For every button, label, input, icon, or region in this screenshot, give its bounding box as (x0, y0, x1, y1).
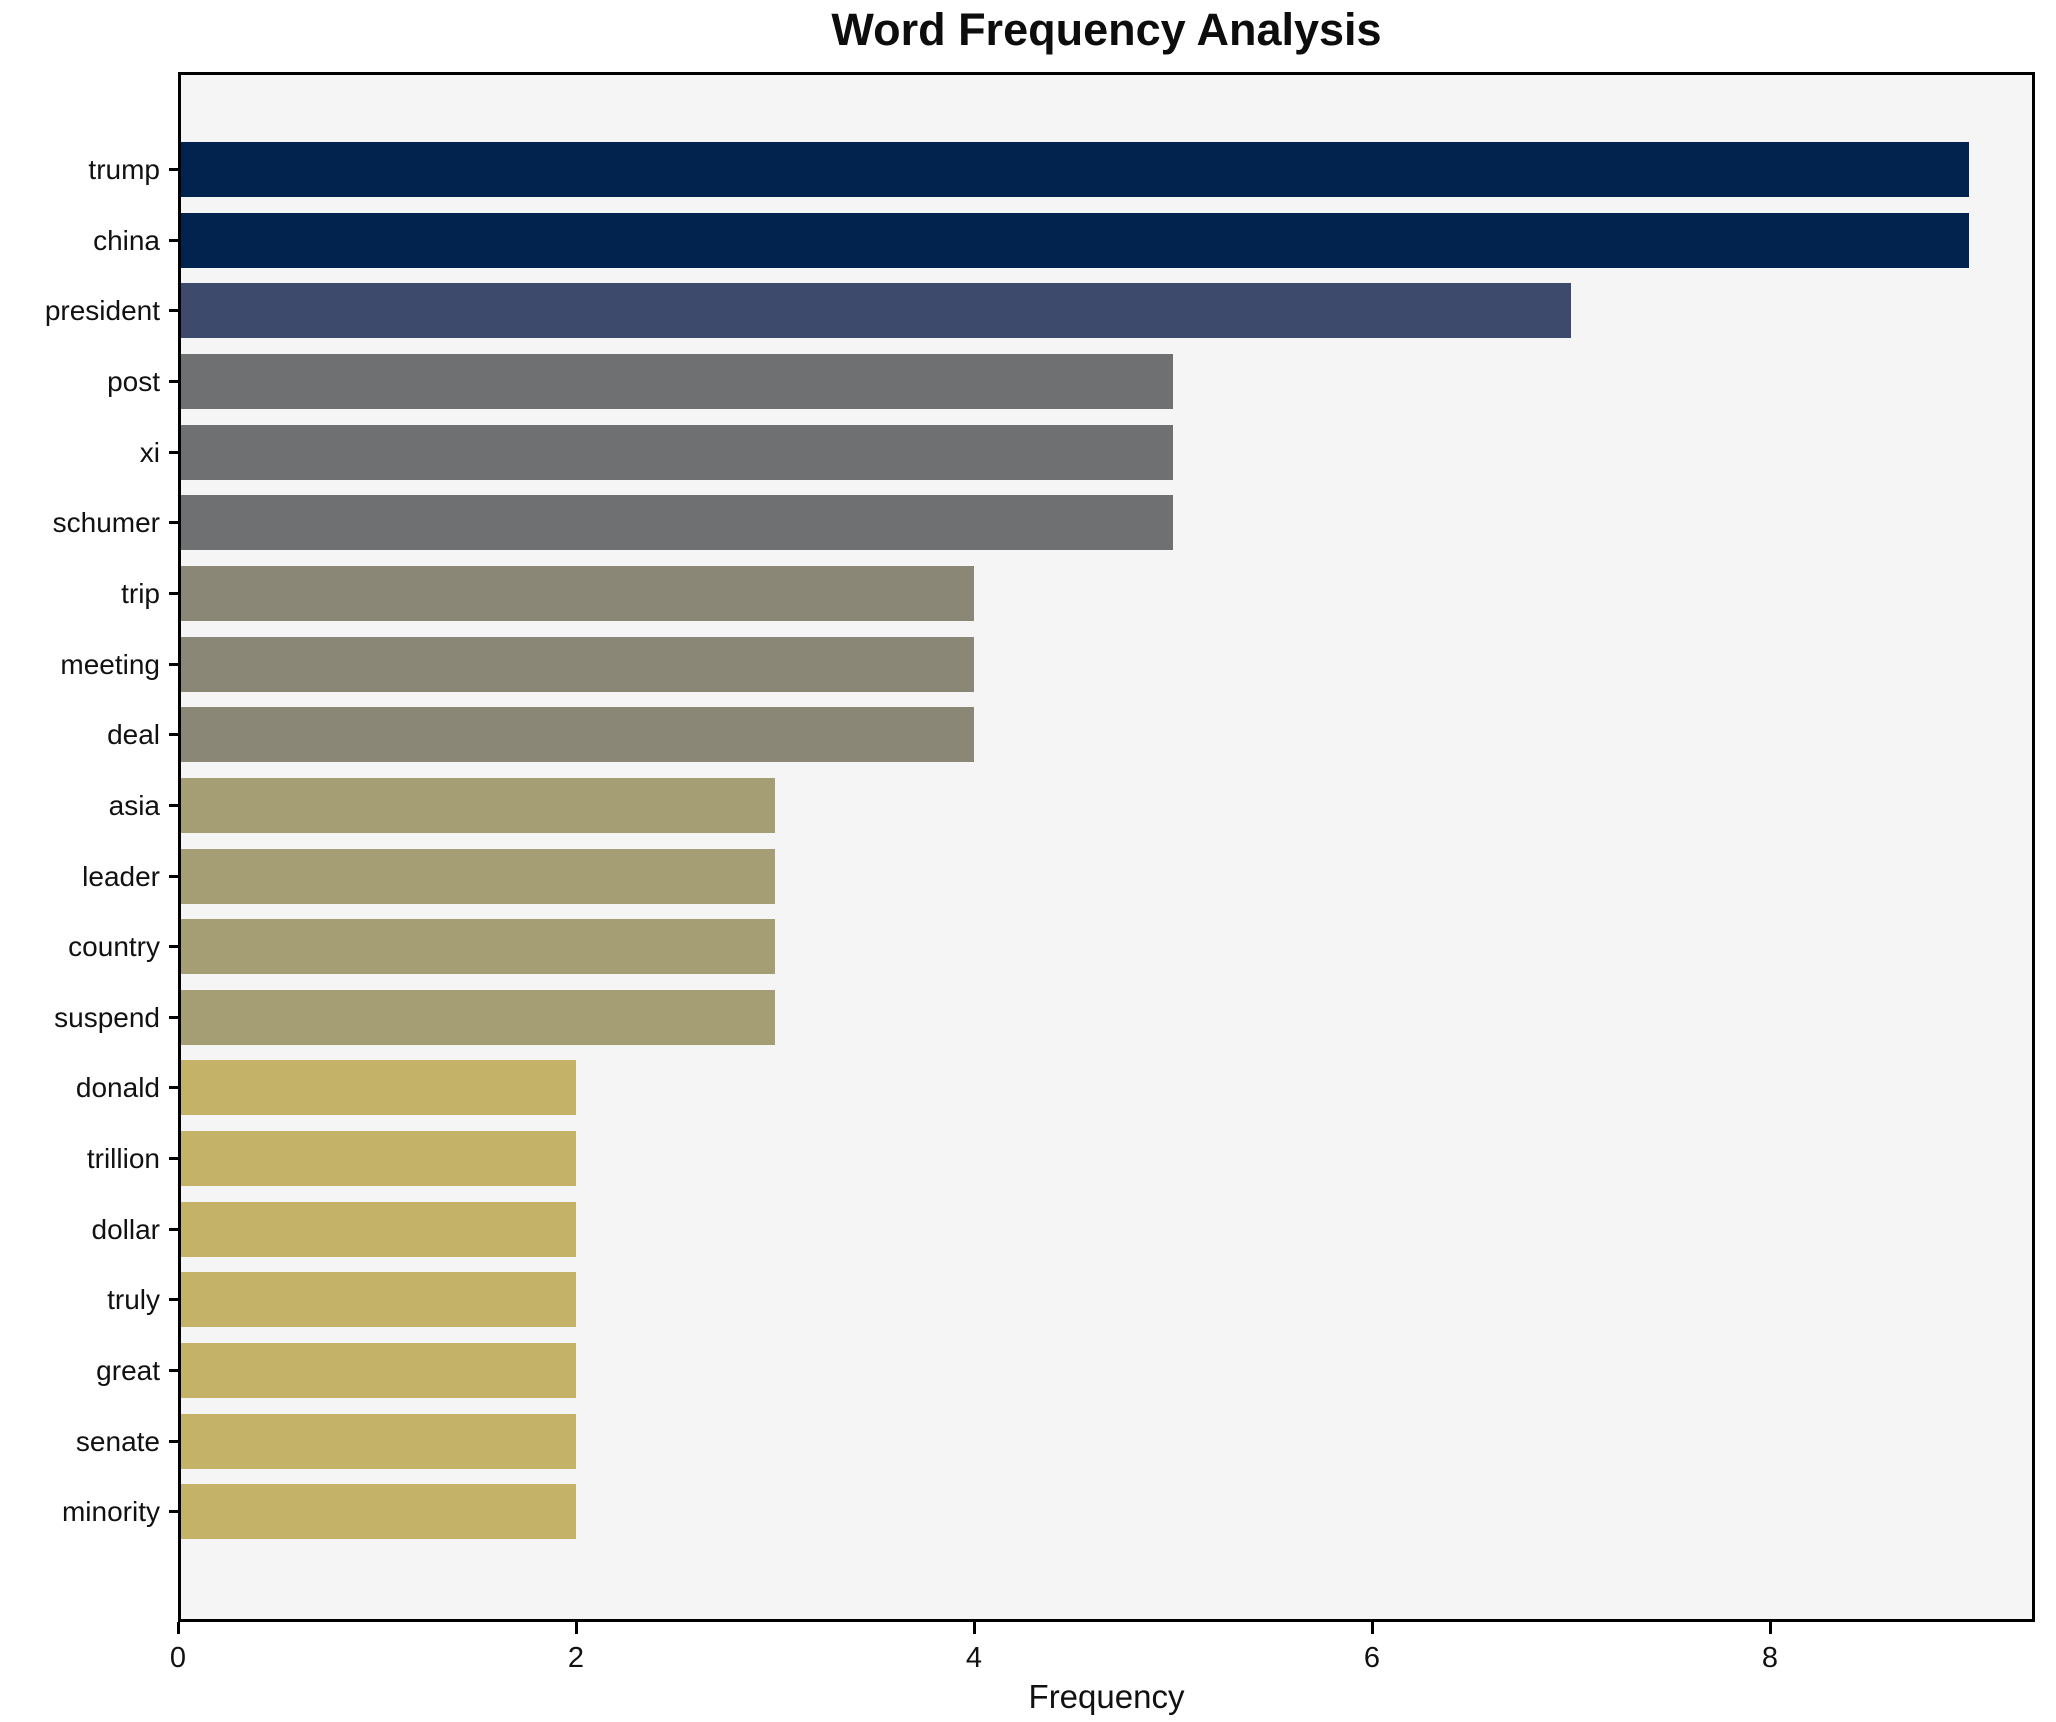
y-tick-label: truly (107, 1284, 160, 1315)
bar (178, 566, 974, 621)
y-tick-mark (169, 1369, 178, 1372)
y-tick-mark (169, 945, 178, 948)
y-tick-mark (169, 1440, 178, 1443)
bar (178, 283, 1571, 338)
x-tick-label: 6 (1363, 1642, 1381, 1674)
x-tick-label: 0 (169, 1642, 187, 1674)
y-tick-label: schumer (52, 507, 160, 538)
bar (178, 1484, 576, 1539)
plot-area (178, 72, 2035, 1622)
y-tick-label: post (107, 366, 160, 397)
y-tick-mark (169, 875, 178, 878)
x-tick-mark (1769, 1622, 1772, 1634)
y-tick-mark (169, 1016, 178, 1019)
bar (178, 495, 1173, 550)
bar (178, 990, 775, 1045)
y-tick-label: china (93, 225, 160, 256)
x-tick-mark (973, 1622, 976, 1634)
y-tick-label: xi (139, 437, 160, 468)
bar (178, 637, 974, 692)
y-tick-mark (169, 239, 178, 242)
y-tick-mark (169, 1298, 178, 1301)
y-tick-label: trillion (86, 1143, 160, 1174)
y-tick-mark (169, 521, 178, 524)
bar (178, 849, 775, 904)
y-tick-mark (169, 451, 178, 454)
y-tick-mark (169, 1510, 178, 1513)
y-tick-label: trip (121, 578, 160, 609)
x-tick-mark (1371, 1622, 1374, 1634)
bar (178, 1060, 576, 1115)
x-tick-mark (575, 1622, 578, 1634)
bar (178, 1414, 576, 1469)
y-tick-mark (169, 1228, 178, 1231)
y-tick-mark (169, 804, 178, 807)
chart-title: Word Frequency Analysis (831, 4, 1382, 55)
y-tick-label: country (68, 931, 160, 962)
bar (178, 354, 1173, 409)
bar (178, 213, 1969, 268)
bar (178, 1343, 576, 1398)
y-tick-label: senate (75, 1426, 160, 1457)
bar (178, 1202, 576, 1257)
y-tick-label: meeting (60, 649, 160, 680)
y-tick-label: leader (82, 861, 160, 892)
x-tick-mark (177, 1622, 180, 1634)
y-tick-mark (169, 733, 178, 736)
y-tick-label: asia (108, 790, 160, 821)
x-tick-label: 8 (1761, 1642, 1779, 1674)
y-tick-label: president (44, 295, 160, 326)
y-tick-mark (169, 309, 178, 312)
y-tick-mark (169, 1157, 178, 1160)
y-tick-label: trump (88, 154, 160, 185)
bar (178, 1272, 576, 1327)
y-tick-mark (169, 1086, 178, 1089)
y-tick-mark (169, 663, 178, 666)
bar (178, 425, 1173, 480)
y-tick-label: great (96, 1355, 160, 1386)
y-tick-mark (169, 168, 178, 171)
y-tick-mark (169, 380, 178, 383)
x-tick-label: 4 (965, 1642, 983, 1674)
bar (178, 142, 1969, 197)
bar (178, 1131, 576, 1186)
bar (178, 919, 775, 974)
y-tick-label: deal (107, 719, 160, 750)
y-tick-label: dollar (91, 1214, 160, 1245)
x-tick-label: 2 (567, 1642, 585, 1674)
y-tick-mark (169, 592, 178, 595)
y-tick-label: donald (75, 1072, 160, 1103)
y-tick-label: suspend (54, 1002, 160, 1033)
x-axis-label: Frequency (1028, 1678, 1185, 1715)
bar (178, 778, 775, 833)
y-tick-label: minority (61, 1496, 160, 1527)
bar (178, 707, 974, 762)
